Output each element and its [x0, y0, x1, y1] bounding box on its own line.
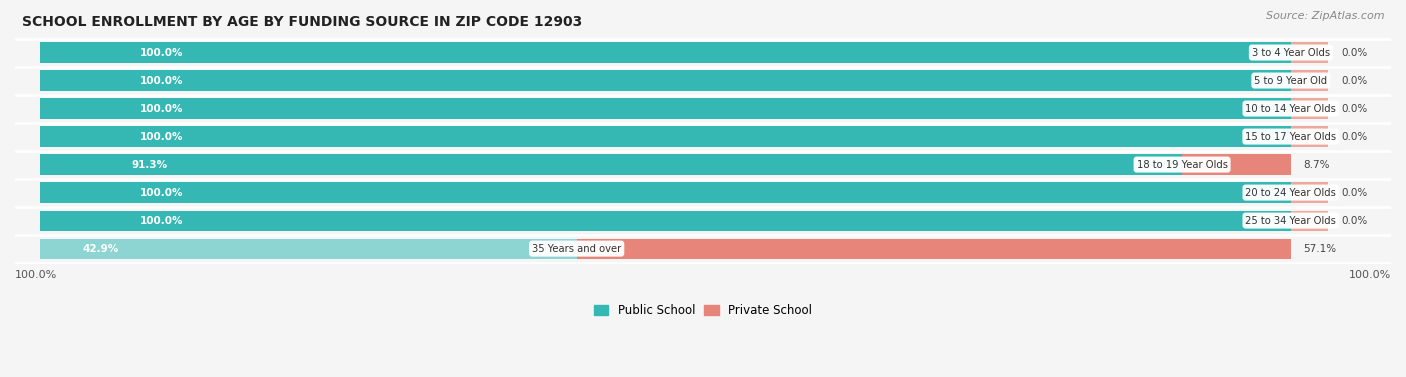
Text: 42.9%: 42.9%: [83, 244, 120, 254]
Bar: [39, 43, 1291, 63]
Bar: [1182, 155, 1291, 175]
Text: Source: ZipAtlas.com: Source: ZipAtlas.com: [1267, 11, 1385, 21]
Bar: [39, 155, 1182, 175]
Bar: [1291, 126, 1329, 147]
Bar: [1291, 98, 1329, 119]
Text: 8.7%: 8.7%: [1303, 159, 1330, 170]
Bar: [39, 70, 1291, 90]
Text: 3 to 4 Year Olds: 3 to 4 Year Olds: [1251, 48, 1330, 58]
Text: 0.0%: 0.0%: [1341, 75, 1367, 86]
Text: 15 to 17 Year Olds: 15 to 17 Year Olds: [1246, 132, 1337, 141]
Text: 18 to 19 Year Olds: 18 to 19 Year Olds: [1136, 159, 1227, 170]
Bar: [39, 155, 1291, 175]
Text: 0.0%: 0.0%: [1341, 216, 1367, 225]
Bar: [39, 182, 1291, 203]
Bar: [39, 210, 1291, 231]
Text: 91.3%: 91.3%: [131, 159, 167, 170]
Text: 100.0%: 100.0%: [141, 132, 184, 141]
Bar: [1291, 70, 1329, 90]
Bar: [39, 126, 1291, 147]
Text: 100.0%: 100.0%: [15, 270, 58, 280]
Text: 100.0%: 100.0%: [141, 188, 184, 198]
Bar: [1291, 210, 1329, 231]
Text: 5 to 9 Year Old: 5 to 9 Year Old: [1254, 75, 1327, 86]
Bar: [576, 239, 1291, 259]
Bar: [39, 239, 576, 259]
Text: 0.0%: 0.0%: [1341, 132, 1367, 141]
Bar: [39, 43, 1291, 63]
Bar: [1291, 182, 1329, 203]
Text: 0.0%: 0.0%: [1341, 104, 1367, 113]
Bar: [39, 70, 1291, 90]
Text: 25 to 34 Year Olds: 25 to 34 Year Olds: [1246, 216, 1336, 225]
Text: 100.0%: 100.0%: [141, 216, 184, 225]
Text: 100.0%: 100.0%: [141, 48, 184, 58]
Bar: [39, 98, 1291, 119]
Bar: [39, 239, 1291, 259]
Text: 20 to 24 Year Olds: 20 to 24 Year Olds: [1246, 188, 1336, 198]
Text: 35 Years and over: 35 Years and over: [531, 244, 621, 254]
Text: 57.1%: 57.1%: [1303, 244, 1337, 254]
Bar: [39, 210, 1291, 231]
Text: 100.0%: 100.0%: [141, 104, 184, 113]
Text: 100.0%: 100.0%: [141, 75, 184, 86]
Bar: [39, 182, 1291, 203]
Bar: [39, 98, 1291, 119]
Bar: [1291, 43, 1329, 63]
Text: 0.0%: 0.0%: [1341, 188, 1367, 198]
Text: 100.0%: 100.0%: [1348, 270, 1391, 280]
Bar: [39, 126, 1291, 147]
Text: SCHOOL ENROLLMENT BY AGE BY FUNDING SOURCE IN ZIP CODE 12903: SCHOOL ENROLLMENT BY AGE BY FUNDING SOUR…: [22, 15, 582, 29]
Text: 10 to 14 Year Olds: 10 to 14 Year Olds: [1246, 104, 1336, 113]
Text: 0.0%: 0.0%: [1341, 48, 1367, 58]
Legend: Public School, Private School: Public School, Private School: [589, 299, 817, 322]
